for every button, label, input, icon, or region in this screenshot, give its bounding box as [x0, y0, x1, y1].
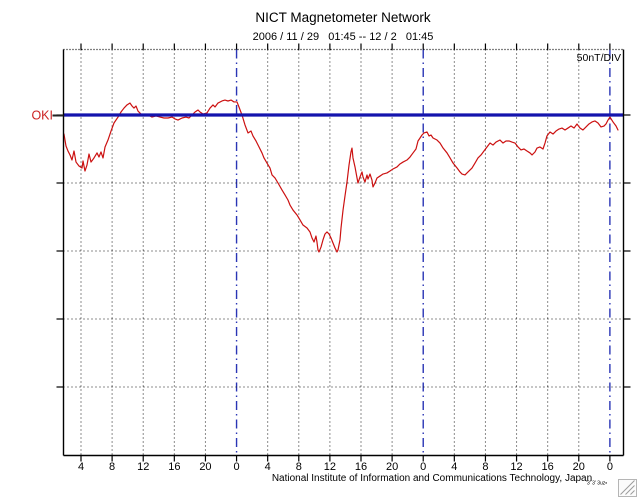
trace-layer [63, 99, 619, 253]
data-trace [63, 99, 619, 253]
x-tick-label: 4 [451, 461, 457, 473]
institute-credit: National Institute of Information and Co… [272, 473, 592, 484]
resize-grip-icon[interactable] [618, 479, 637, 497]
scale-per-division-label: 50nT/DIV [577, 52, 621, 64]
x-tick-label: 8 [296, 461, 302, 473]
x-tick-label: 12 [324, 461, 336, 473]
x-tick-label: 8 [109, 461, 115, 473]
x-tick-label: 8 [482, 461, 488, 473]
plot-frame [62, 48, 625, 457]
x-tick-label: 12 [137, 461, 149, 473]
x-tick-label: 20 [386, 461, 398, 473]
fine-print: '3' 3' 3uz▪ [586, 481, 607, 487]
x-tick-label: 16 [168, 461, 180, 473]
x-tick-label: 20 [199, 461, 211, 473]
x-tick-label: 20 [573, 461, 585, 473]
x-tick-label: 4 [265, 461, 271, 473]
x-tick-label: 4 [78, 461, 84, 473]
x-tick-label: 12 [510, 461, 522, 473]
x-tick-label: 16 [355, 461, 367, 473]
date-range-label: 2006 / 11 / 29 01:45 -- 12 / 2 01:45 [253, 31, 434, 43]
x-tick-label: 0 [420, 461, 426, 473]
grid-layer: 4 8 12 16 20 0 4 8 12 16 20 0 4 8 12 16 20 0 [56, 43, 631, 473]
x-tick-label: 16 [542, 461, 554, 473]
page-title: NICT Magnetometer Network [255, 10, 431, 25]
x-tick-label: 0 [607, 461, 613, 473]
x-tick-label: 0 [233, 461, 239, 473]
station-label: OKI [31, 109, 53, 123]
